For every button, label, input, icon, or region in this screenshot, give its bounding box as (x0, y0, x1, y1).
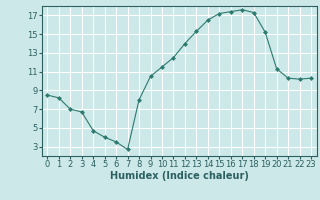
X-axis label: Humidex (Indice chaleur): Humidex (Indice chaleur) (110, 171, 249, 181)
